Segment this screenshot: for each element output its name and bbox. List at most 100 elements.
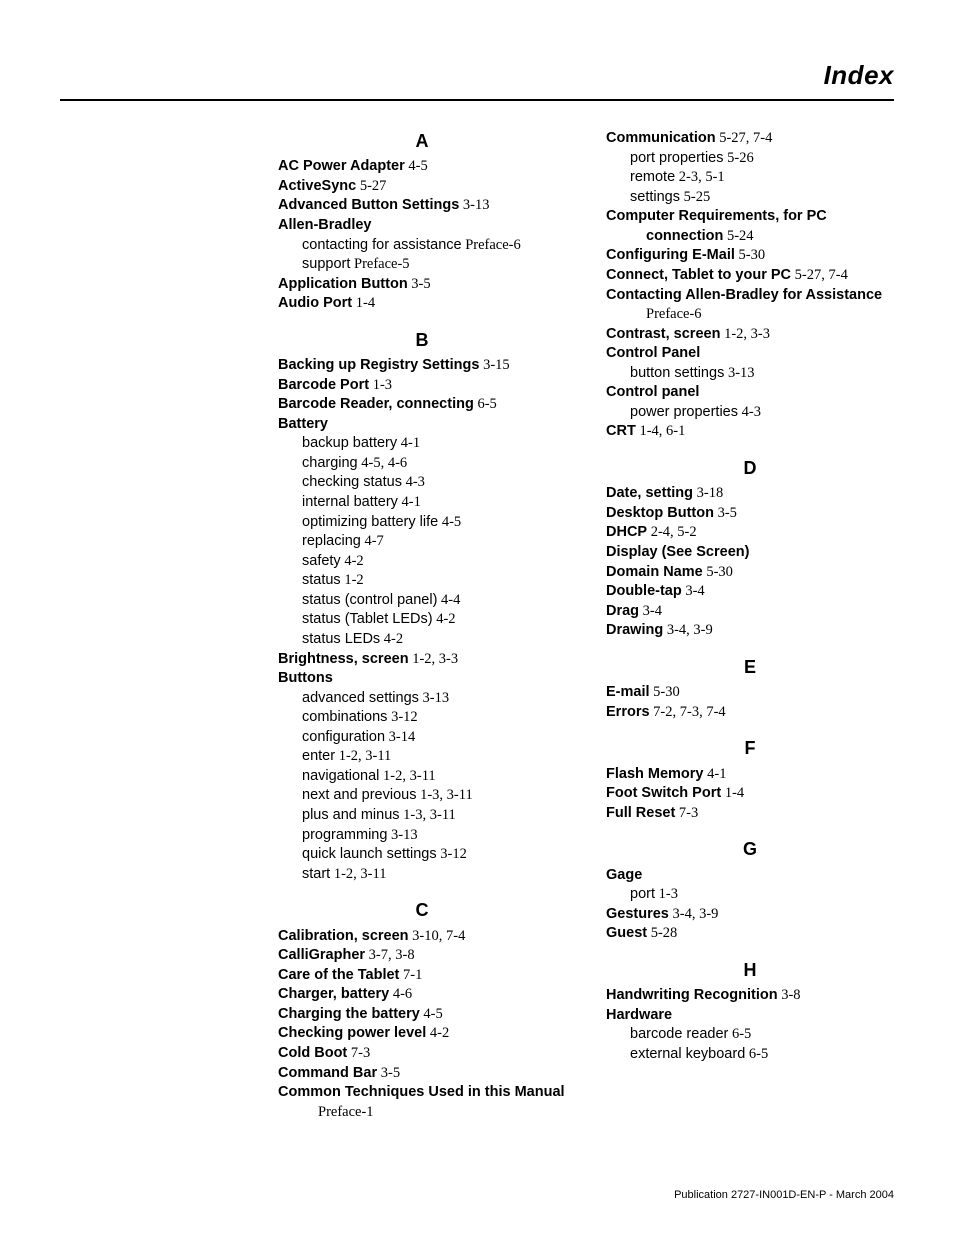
index-term: Calibration, screen <box>278 928 409 944</box>
index-term: Gestures <box>606 906 669 922</box>
index-sub-label: backup battery <box>302 435 397 451</box>
index-ref: 1-2, 3-3 <box>409 651 459 667</box>
index-entry: Contrast, screen 1-2, 3-3 <box>606 325 894 345</box>
section-letter: H <box>606 958 894 982</box>
index-ref: 4-2 <box>433 611 456 627</box>
index-sub-label: remote <box>630 169 675 185</box>
index-entry: Hardware <box>606 1006 894 1026</box>
index-subentry: button settings 3-13 <box>606 364 894 384</box>
index-subentry: combinations 3-12 <box>278 708 566 728</box>
index-term: Full Reset <box>606 805 675 821</box>
index-term: Computer Requirements, for PC connection <box>606 208 827 244</box>
index-term: Configuring E-Mail <box>606 247 735 263</box>
index-subentry: remote 2-3, 5-1 <box>606 168 894 188</box>
title-rule <box>60 99 894 101</box>
index-subentry: start 1-2, 3-11 <box>278 865 566 885</box>
index-term: Audio Port <box>278 295 352 311</box>
index-sub-label: enter <box>302 748 335 764</box>
index-subentry: port 1-3 <box>606 885 894 905</box>
index-subentry: quick launch settings 3-12 <box>278 845 566 865</box>
index-sub-label: start <box>302 866 330 882</box>
index-term: Cold Boot <box>278 1045 347 1061</box>
index-ref: 2-3, 5-1 <box>675 169 725 185</box>
index-term: Display (See Screen) <box>606 544 749 560</box>
index-term: Flash Memory <box>606 766 704 782</box>
index-sub-label: port <box>630 886 655 902</box>
index-ref: 3-5 <box>714 505 737 521</box>
index-ref: 3-13 <box>724 365 754 381</box>
index-ref: 4-4 <box>437 592 460 608</box>
index-term: Gage <box>606 867 642 883</box>
index-term: Control panel <box>606 384 699 400</box>
index-sub-label: internal battery <box>302 494 398 510</box>
index-term: Contrast, screen <box>606 326 720 342</box>
index-ref: 3-4 <box>682 583 705 599</box>
index-ref: 4-6 <box>389 986 412 1002</box>
index-entry: Barcode Reader, connecting 6-5 <box>278 395 566 415</box>
index-entry: Foot Switch Port 1-4 <box>606 784 894 804</box>
index-term: Foot Switch Port <box>606 785 721 801</box>
index-term: E-mail <box>606 684 650 700</box>
index-subentry: settings 5-25 <box>606 188 894 208</box>
index-subentry: power properties 4-3 <box>606 403 894 423</box>
index-term: Battery <box>278 416 328 432</box>
index-entry: Care of the Tablet 7-1 <box>278 966 566 986</box>
index-sub-label: safety <box>302 553 341 569</box>
index-term: Connect, Tablet to your PC <box>606 267 791 283</box>
index-entry: Errors 7-2, 7-3, 7-4 <box>606 703 894 723</box>
index-ref: 3-13 <box>459 197 489 213</box>
index-ref: 4-1 <box>397 435 420 451</box>
index-ref: 4-5 <box>438 514 461 530</box>
index-subentry: checking status 4-3 <box>278 473 566 493</box>
index-entry: Desktop Button 3-5 <box>606 504 894 524</box>
index-subentry: advanced settings 3-13 <box>278 689 566 709</box>
index-ref: 7-2, 7-3, 7-4 <box>650 704 726 720</box>
index-entry: CalliGrapher 3-7, 3-8 <box>278 946 566 966</box>
index-ref: 4-1 <box>398 494 421 510</box>
index-sub-label: replacing <box>302 533 361 549</box>
index-subentry: internal battery 4-1 <box>278 493 566 513</box>
index-term: Allen-Bradley <box>278 217 371 233</box>
index-entry: AC Power Adapter 4-5 <box>278 157 566 177</box>
index-term: Charger, battery <box>278 986 389 1002</box>
index-term: Hardware <box>606 1007 672 1023</box>
index-subentry: contacting for assistance Preface-6 <box>278 236 566 256</box>
index-sub-label: support <box>302 256 350 272</box>
index-ref: Preface-6 <box>646 306 702 322</box>
index-term: DHCP <box>606 524 647 540</box>
section-letter: D <box>606 456 894 480</box>
index-term: Handwriting Recognition <box>606 987 778 1003</box>
index-term: AC Power Adapter <box>278 158 405 174</box>
index-entry: Calibration, screen 3-10, 7-4 <box>278 927 566 947</box>
index-ref: 3-18 <box>693 485 723 501</box>
index-sub-label: barcode reader <box>630 1026 728 1042</box>
index-ref: 5-30 <box>735 247 765 263</box>
index-term: Drag <box>606 603 639 619</box>
index-entry: Charger, battery 4-6 <box>278 985 566 1005</box>
index-subentry: plus and minus 1-3, 3-11 <box>278 806 566 826</box>
index-sub-label: advanced settings <box>302 690 419 706</box>
index-term: Common Techniques Used in this Manual <box>278 1084 565 1100</box>
index-sub-label: navigational <box>302 768 379 784</box>
index-columns: A AC Power Adapter 4-5ActiveSync 5-27Adv… <box>60 129 894 1122</box>
section-body: Date, setting 3-18 Desktop Button 3-5DHCP… <box>606 484 894 641</box>
index-subentry: status (control panel) 4-4 <box>278 591 566 611</box>
page-title: Index <box>60 60 894 91</box>
index-ref: 4-3 <box>738 404 761 420</box>
index-entry: Application Button 3-5 <box>278 275 566 295</box>
section-letter: G <box>606 837 894 861</box>
index-entry: E-mail 5-30 <box>606 683 894 703</box>
index-ref: 1-2, 3-11 <box>379 768 435 784</box>
index-term: Advanced Button Settings <box>278 197 459 213</box>
section-body: E-mail 5-30Errors 7-2, 7-3, 7-4 <box>606 683 894 722</box>
index-ref: 3-5 <box>377 1065 400 1081</box>
index-ref: 5-30 <box>650 684 680 700</box>
index-entry: Cold Boot 7-3 <box>278 1044 566 1064</box>
index-sub-label: button settings <box>630 365 724 381</box>
index-term: Barcode Port <box>278 377 369 393</box>
index-term: Guest <box>606 925 647 941</box>
index-ref: 5-30 <box>703 564 733 580</box>
index-ref: 1-4 <box>721 785 744 801</box>
index-entry: Audio Port 1-4 <box>278 294 566 314</box>
index-term: Date, setting <box>606 485 693 501</box>
